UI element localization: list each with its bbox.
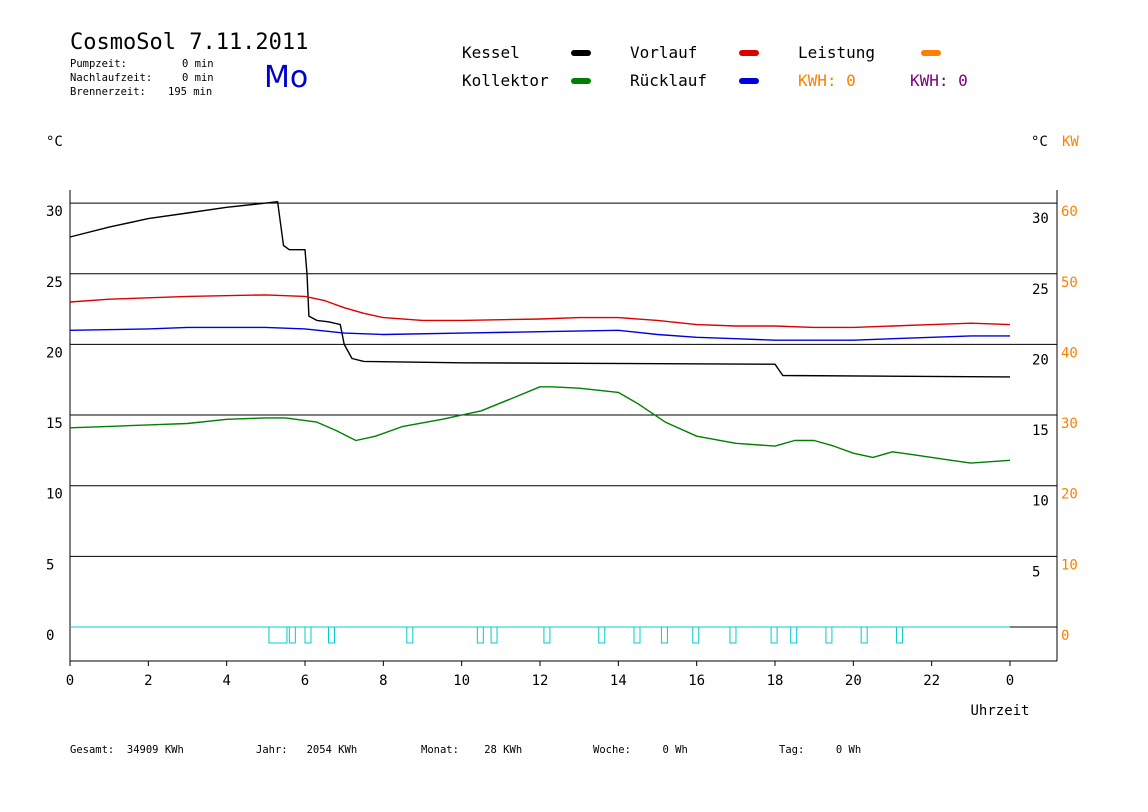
y-tick-label-left: 20: [46, 345, 63, 361]
y-tick-label-left: 30: [46, 204, 63, 220]
x-tick-label: 16: [688, 673, 705, 689]
pump-pulse: [543, 626, 551, 644]
y-tick-label-right: 20: [1032, 352, 1049, 368]
legend-kollektor-label: Kollektor: [462, 71, 549, 90]
pump-pulse: [770, 626, 778, 644]
kw-tick-label: 0: [1061, 628, 1069, 644]
y-tick-label-left: 0: [46, 628, 54, 644]
x-tick-label: 8: [379, 673, 387, 689]
legend-ruecklauf-swatch: [739, 78, 759, 84]
legend-kwh-purple: KWH: 0: [910, 71, 968, 90]
kw-tick-label: 40: [1061, 345, 1078, 361]
vorlauf-line: [69, 294, 1011, 329]
pump-pulse: [268, 626, 288, 644]
x-tick-label: 20: [845, 673, 862, 689]
pump-pulse: [328, 626, 335, 644]
legend-leistung-swatch: [921, 50, 941, 56]
pump-pulse: [476, 626, 484, 644]
legend-vorlauf-swatch: [739, 50, 759, 56]
x-tick-label: 22: [923, 673, 940, 689]
kessel-line: [69, 200, 1011, 378]
pumpzeit-value: 0 min: [182, 58, 214, 70]
brennerzeit-value: 195 min: [168, 86, 213, 98]
x-tick-label: 0: [1006, 673, 1014, 689]
kw-tick-label: 30: [1061, 416, 1078, 432]
y-tick-label-right: 5: [1032, 564, 1040, 580]
legend-kessel-swatch: [571, 50, 591, 56]
x-tick-label: 10: [453, 673, 470, 689]
kw-tick-label: 20: [1061, 487, 1078, 503]
pump-pulse: [633, 626, 641, 644]
pump-pulse: [729, 626, 737, 644]
footer-tag: Tag: 0 Wh: [779, 744, 862, 756]
nachlaufzeit-label: Nachlaufzeit:: [70, 72, 153, 84]
pump-pulse: [288, 626, 296, 644]
kollektor-line: [69, 386, 1011, 464]
brennerzeit-label: Brennerzeit:: [70, 86, 146, 98]
pump-pulse: [490, 626, 498, 644]
y-tick-label-left: 5: [46, 557, 54, 573]
legend-kessel-label: Kessel: [462, 43, 520, 62]
kw-tick-label: 50: [1061, 275, 1078, 291]
kw-tick-label: 10: [1061, 557, 1078, 573]
nachlaufzeit-value: 0 min: [182, 72, 214, 84]
legend-kollektor-swatch: [571, 78, 591, 84]
footer-monat: Monat: 28 KWh: [421, 744, 523, 756]
x-tick-label: 6: [301, 673, 309, 689]
right-unit-label: °C: [1031, 134, 1048, 150]
pump-pulse: [825, 626, 833, 644]
x-tick-label: 14: [610, 673, 627, 689]
x-tick-label: 2: [144, 673, 152, 689]
x-tick-label: 18: [767, 673, 784, 689]
x-axis-label: Uhrzeit: [970, 703, 1029, 719]
pump-pulse: [692, 626, 700, 644]
legend-leistung-label: Leistung: [798, 43, 876, 62]
pump-pulse: [406, 626, 414, 644]
y-tick-label-right: 15: [1032, 423, 1049, 439]
ruecklauf-line: [69, 326, 1010, 341]
pump-pulse: [598, 626, 606, 644]
y-tick-label-right: 10: [1032, 494, 1049, 510]
pump-pulse: [304, 626, 312, 644]
y-tick-label-right: 30: [1032, 211, 1049, 227]
pump-pulse: [660, 626, 668, 644]
footer-gesamt: Gesamt: 34909 KWh: [70, 744, 184, 756]
pump-pulse: [790, 626, 798, 644]
pump-pulse: [895, 626, 903, 644]
legend-kwh-leistung: KWH: 0: [798, 71, 856, 90]
y-tick-label-left: 15: [46, 416, 63, 432]
chart-title: CosmoSol 7.11.2011: [70, 30, 309, 55]
left-unit-label: °C: [46, 134, 63, 150]
pumpzeit-label: Pumpzeit:: [70, 58, 127, 70]
y-tick-label-left: 25: [46, 275, 63, 291]
footer-jahr: Jahr: 2054 KWh: [256, 744, 358, 756]
y-tick-label-right: 25: [1032, 282, 1049, 298]
kw-tick-label: 60: [1061, 204, 1078, 220]
x-tick-label: 4: [222, 673, 230, 689]
legend-ruecklauf-label: Rücklauf: [630, 71, 708, 90]
kw-unit-label: KW: [1062, 134, 1079, 150]
weekday-label: Mo: [264, 60, 309, 95]
footer-woche: Woche: 0 Wh: [593, 744, 688, 756]
x-tick-label: 12: [532, 673, 549, 689]
y-tick-label-left: 10: [46, 487, 63, 503]
pump-pulse: [860, 626, 868, 644]
x-tick-label: 0: [66, 673, 74, 689]
legend-vorlauf-label: Vorlauf: [630, 43, 698, 62]
